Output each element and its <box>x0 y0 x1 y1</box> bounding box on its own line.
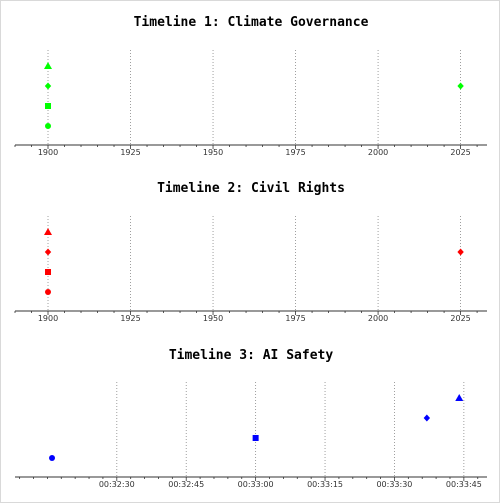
data-point-square <box>45 269 52 275</box>
chart-panel-1: Timeline 1: Climate Governance 1900 1925 19… <box>14 15 487 157</box>
chart-title: Timeline 3: AI Safety <box>169 348 334 363</box>
x-tick-label: 1900 <box>38 148 58 157</box>
data-point-diamond <box>423 414 431 422</box>
data-point-diamond <box>44 82 52 90</box>
data-point-diamond <box>44 248 52 256</box>
x-tick-label: 2000 <box>368 148 388 157</box>
data-point-diamond <box>457 248 464 256</box>
data-point-circle <box>45 123 52 129</box>
chart-panel-2: Timeline 2: Civil Rights 1900 1925 1950 1975… <box>14 181 487 323</box>
data-point-triangle <box>44 228 53 235</box>
chart-panel-3: Timeline 3: AI Safety 00:32:30 00:32:45 00:… <box>15 348 487 489</box>
x-tick-label: 1900 <box>38 314 58 323</box>
x-tick-label: 1950 <box>203 314 223 323</box>
chart-title: Timeline 1: Climate Governance <box>134 15 369 30</box>
data-point-circle <box>49 455 56 461</box>
x-tick-label: 1975 <box>285 148 305 157</box>
x-tick-label: 2000 <box>368 314 388 323</box>
data-point-triangle <box>44 62 53 69</box>
data-point-circle <box>45 289 52 295</box>
x-tick-label: 1925 <box>120 148 140 157</box>
x-tick-label: 1975 <box>285 314 305 323</box>
data-point-square <box>252 435 259 441</box>
data-point-diamond <box>457 82 464 90</box>
x-tick-label: 00:33:45 <box>446 480 482 489</box>
x-tick-label: 00:33:00 <box>238 480 274 489</box>
x-tick-label: 00:32:30 <box>99 480 135 489</box>
x-tick-label: 00:33:30 <box>376 480 412 489</box>
x-tick-label: 1950 <box>203 148 223 157</box>
x-tick-label: 2025 <box>450 148 470 157</box>
x-tick-label: 00:32:45 <box>168 480 204 489</box>
x-tick-label: 1925 <box>120 314 140 323</box>
chart-title: Timeline 2: Civil Rights <box>157 181 345 196</box>
data-point-square <box>45 103 52 109</box>
data-point-triangle <box>455 394 464 401</box>
x-tick-label: 2025 <box>450 314 470 323</box>
x-tick-label: 00:33:15 <box>307 480 343 489</box>
